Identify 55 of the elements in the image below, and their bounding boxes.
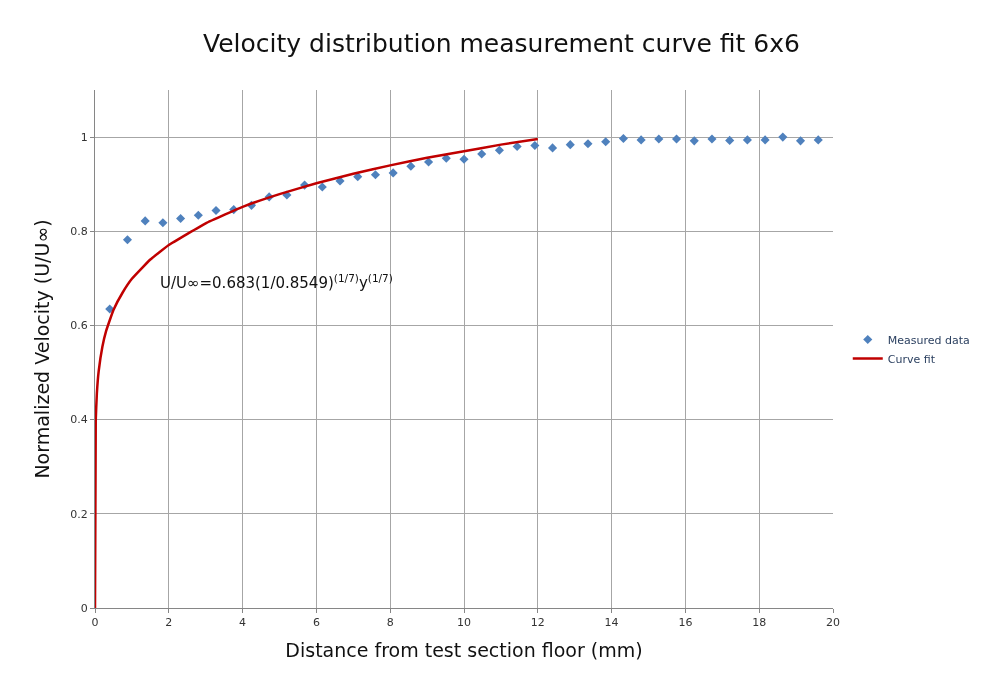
point: [406, 161, 416, 171]
legend-label: Measured data: [887, 333, 970, 347]
point: [370, 170, 380, 180]
point: [530, 141, 540, 151]
y-tick-label: 0: [80, 601, 88, 615]
point: [122, 235, 133, 245]
point: [778, 132, 788, 142]
point: [813, 135, 823, 145]
point: [725, 135, 735, 145]
chart-title: Velocity distribution measurement curve fit 6x6: [203, 28, 800, 58]
point: [618, 133, 628, 144]
y-tick-label: 0.6: [70, 319, 88, 333]
x-tick-label: 10: [457, 616, 471, 630]
point: [158, 218, 168, 228]
x-tick-label: 14: [604, 616, 619, 630]
x-tick-label: 8: [386, 616, 394, 630]
point: [636, 135, 646, 145]
x-tick-label: 16: [678, 616, 693, 630]
x-tick-label: 18: [752, 616, 767, 630]
x-tick-label: 12: [530, 616, 545, 630]
point: [583, 139, 593, 149]
y-tick-label: 0.8: [70, 225, 88, 239]
point: [211, 206, 221, 216]
x-tick-label: 20: [826, 616, 840, 630]
point: [176, 214, 186, 224]
point: [317, 182, 327, 192]
point: [494, 145, 504, 155]
x-tick-label: 4: [239, 616, 247, 630]
x-tick-label: 6: [312, 616, 320, 630]
point: [654, 134, 664, 144]
point: [795, 136, 806, 146]
line-series: [95, 137, 540, 608]
x-tick-label: 2: [165, 616, 173, 630]
point: [565, 140, 575, 150]
point: [459, 154, 469, 164]
annotation: U/U∞=0.683(1/0.8549)$^{(1/7)}$y$^{(1/7)}$: [160, 272, 393, 293]
point: [193, 210, 203, 220]
y-tick-label: 1: [80, 130, 88, 144]
point: [548, 143, 558, 153]
y-axis-title: Normalized Velocity (U/U∞): [31, 219, 54, 479]
point: [477, 149, 487, 159]
x-axis-title: Distance from test section floor (mm): [285, 639, 643, 661]
point: [742, 135, 752, 145]
point: [388, 168, 398, 178]
point: [424, 157, 434, 167]
x-tick-label: 0: [91, 616, 99, 630]
point: [760, 135, 770, 145]
y-tick-label: 0.4: [70, 413, 88, 427]
point: [707, 134, 717, 144]
y-tick-label: 0.2: [70, 507, 88, 521]
point: [671, 134, 682, 144]
point: [140, 216, 150, 226]
point: [601, 137, 611, 147]
legend-label: Curve fit: [887, 352, 936, 366]
point: [689, 136, 699, 146]
